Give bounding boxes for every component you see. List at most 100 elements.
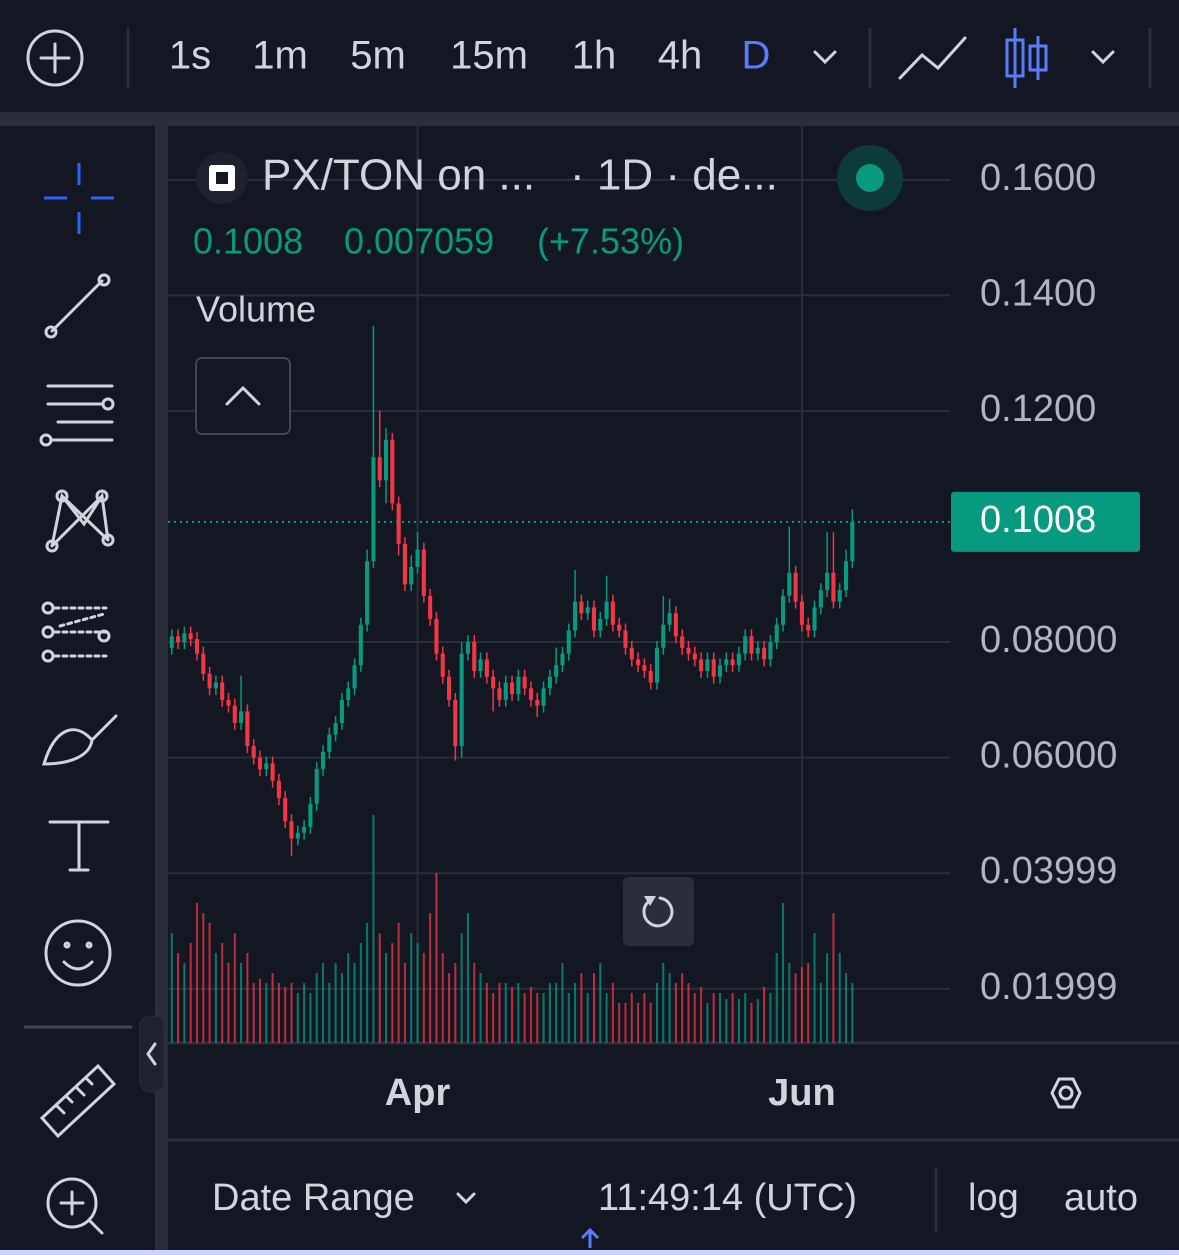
chart-title: PX/TON on ... [262, 151, 535, 200]
candle-body [352, 665, 357, 689]
candle-body [415, 549, 420, 567]
pattern-tool[interactable] [45, 489, 115, 553]
volume-bar [807, 963, 810, 1043]
reset-button[interactable] [623, 877, 694, 946]
candle-body [194, 639, 200, 654]
candle-body [818, 590, 823, 608]
volume-bar [737, 999, 740, 1043]
date-range-dropdown[interactable] [456, 1192, 476, 1205]
candle-body [421, 549, 426, 596]
candle-body [409, 566, 414, 585]
volume-bar [309, 993, 312, 1043]
candle-body [793, 572, 798, 602]
fib-tool[interactable] [39, 384, 115, 447]
candle-style[interactable] [1005, 28, 1048, 88]
candle-body [226, 699, 231, 706]
volume-bar [208, 923, 211, 1043]
text-tool[interactable] [48, 820, 110, 872]
candle-body [686, 647, 691, 654]
volume-bar [536, 993, 539, 1043]
collapse-toolbar[interactable] [139, 1015, 165, 1093]
x-tick-label: Jun [768, 1072, 836, 1114]
x-tick-label: Apr [385, 1072, 451, 1114]
volume-bar [492, 993, 495, 1043]
candle-body [831, 572, 836, 602]
volume-bar [592, 973, 595, 1043]
settings-button[interactable] [1050, 1077, 1082, 1109]
volume-bar [485, 983, 488, 1043]
y-tick-label: 0.1200 [980, 388, 1096, 430]
interval[interactable]: 1h [572, 34, 617, 78]
volume-bar [586, 993, 589, 1043]
candle-body [320, 751, 326, 770]
volume-bar [479, 973, 482, 1043]
volume-bar [548, 983, 551, 1043]
log-toggle[interactable]: log [968, 1177, 1019, 1219]
zoom-tool[interactable] [46, 1177, 104, 1235]
date-range[interactable]: Date Range [212, 1177, 415, 1219]
volume-bar [630, 993, 633, 1043]
candle-body [850, 521, 855, 562]
volume-bar [328, 983, 331, 1043]
crosshair-tool[interactable] [44, 163, 114, 234]
candle-body [257, 757, 263, 770]
volume-bar [599, 963, 602, 1043]
candle-body [314, 769, 319, 804]
candle-body [503, 682, 508, 700]
volume-bar [372, 815, 375, 1043]
collapse-legend-icon [225, 385, 261, 406]
volume-bar [794, 973, 797, 1043]
style-dropdown[interactable] [1091, 50, 1115, 65]
collapse-legend[interactable] [195, 357, 291, 435]
volume-bar [466, 913, 469, 1043]
candle-body [680, 636, 685, 648]
ruler-tool[interactable] [39, 1063, 117, 1139]
candle-body [617, 624, 622, 631]
emoji-tool[interactable] [44, 919, 112, 987]
prediction-tool[interactable] [41, 601, 111, 663]
interval[interactable]: 15m [450, 34, 528, 78]
line-style[interactable] [898, 36, 967, 80]
brush-tool[interactable] [41, 714, 118, 766]
interval[interactable]: 5m [350, 34, 406, 78]
add-button[interactable] [26, 29, 84, 87]
candle-body [383, 439, 389, 481]
candle-body [692, 653, 697, 660]
interval-active[interactable]: D [742, 34, 771, 78]
volume-bar [517, 983, 520, 1043]
volume-bar [448, 973, 451, 1043]
settings-icon [1058, 1085, 1074, 1101]
candle-body [465, 642, 470, 654]
interval[interactable]: 1s [169, 34, 211, 78]
volume-bar [781, 903, 785, 1043]
interval[interactable]: 1m [252, 34, 308, 78]
candle-body [610, 601, 615, 625]
bottom-edge [0, 1250, 1179, 1255]
volume-bar [769, 993, 772, 1043]
candle-body [724, 659, 729, 666]
volume-bar [580, 973, 583, 1043]
volume-bar [498, 983, 501, 1043]
candle-body [636, 659, 641, 666]
candle-body [201, 653, 206, 674]
volume-bar [668, 973, 671, 1043]
candle-body [491, 676, 496, 689]
candle-body [711, 659, 716, 677]
candle-body [371, 457, 376, 562]
candle-body [661, 624, 666, 648]
y-tick-label: 0.03999 [980, 850, 1117, 892]
candle-body [453, 699, 458, 747]
volume-bar [542, 993, 545, 1043]
auto-toggle[interactable]: auto [1064, 1177, 1138, 1219]
interval[interactable]: 4h [658, 34, 703, 78]
candle-body [749, 636, 754, 654]
interval-dropdown[interactable] [813, 50, 837, 65]
trend-line-tool[interactable] [44, 273, 111, 339]
candle-body [484, 659, 489, 677]
volume-bar [221, 943, 224, 1043]
volume-bar [303, 983, 306, 1043]
plot: 0.1600 0.1400 0.1200 0.08000 0.06000 0.03999 0… [168, 125, 1140, 1114]
volume-bar [460, 933, 463, 1043]
